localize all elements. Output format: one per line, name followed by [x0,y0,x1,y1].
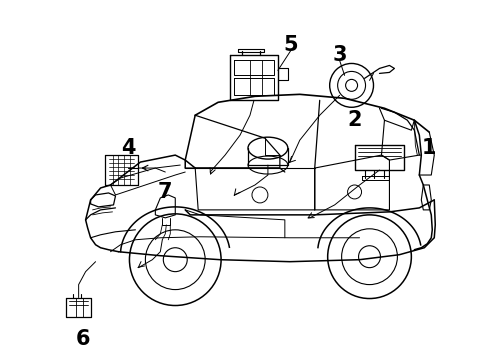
Text: 7: 7 [158,182,172,202]
Text: 1: 1 [422,138,437,158]
Text: 3: 3 [332,45,347,66]
Text: 4: 4 [121,138,136,158]
Text: 6: 6 [75,329,90,350]
Text: 5: 5 [284,35,298,54]
Text: 2: 2 [347,110,362,130]
